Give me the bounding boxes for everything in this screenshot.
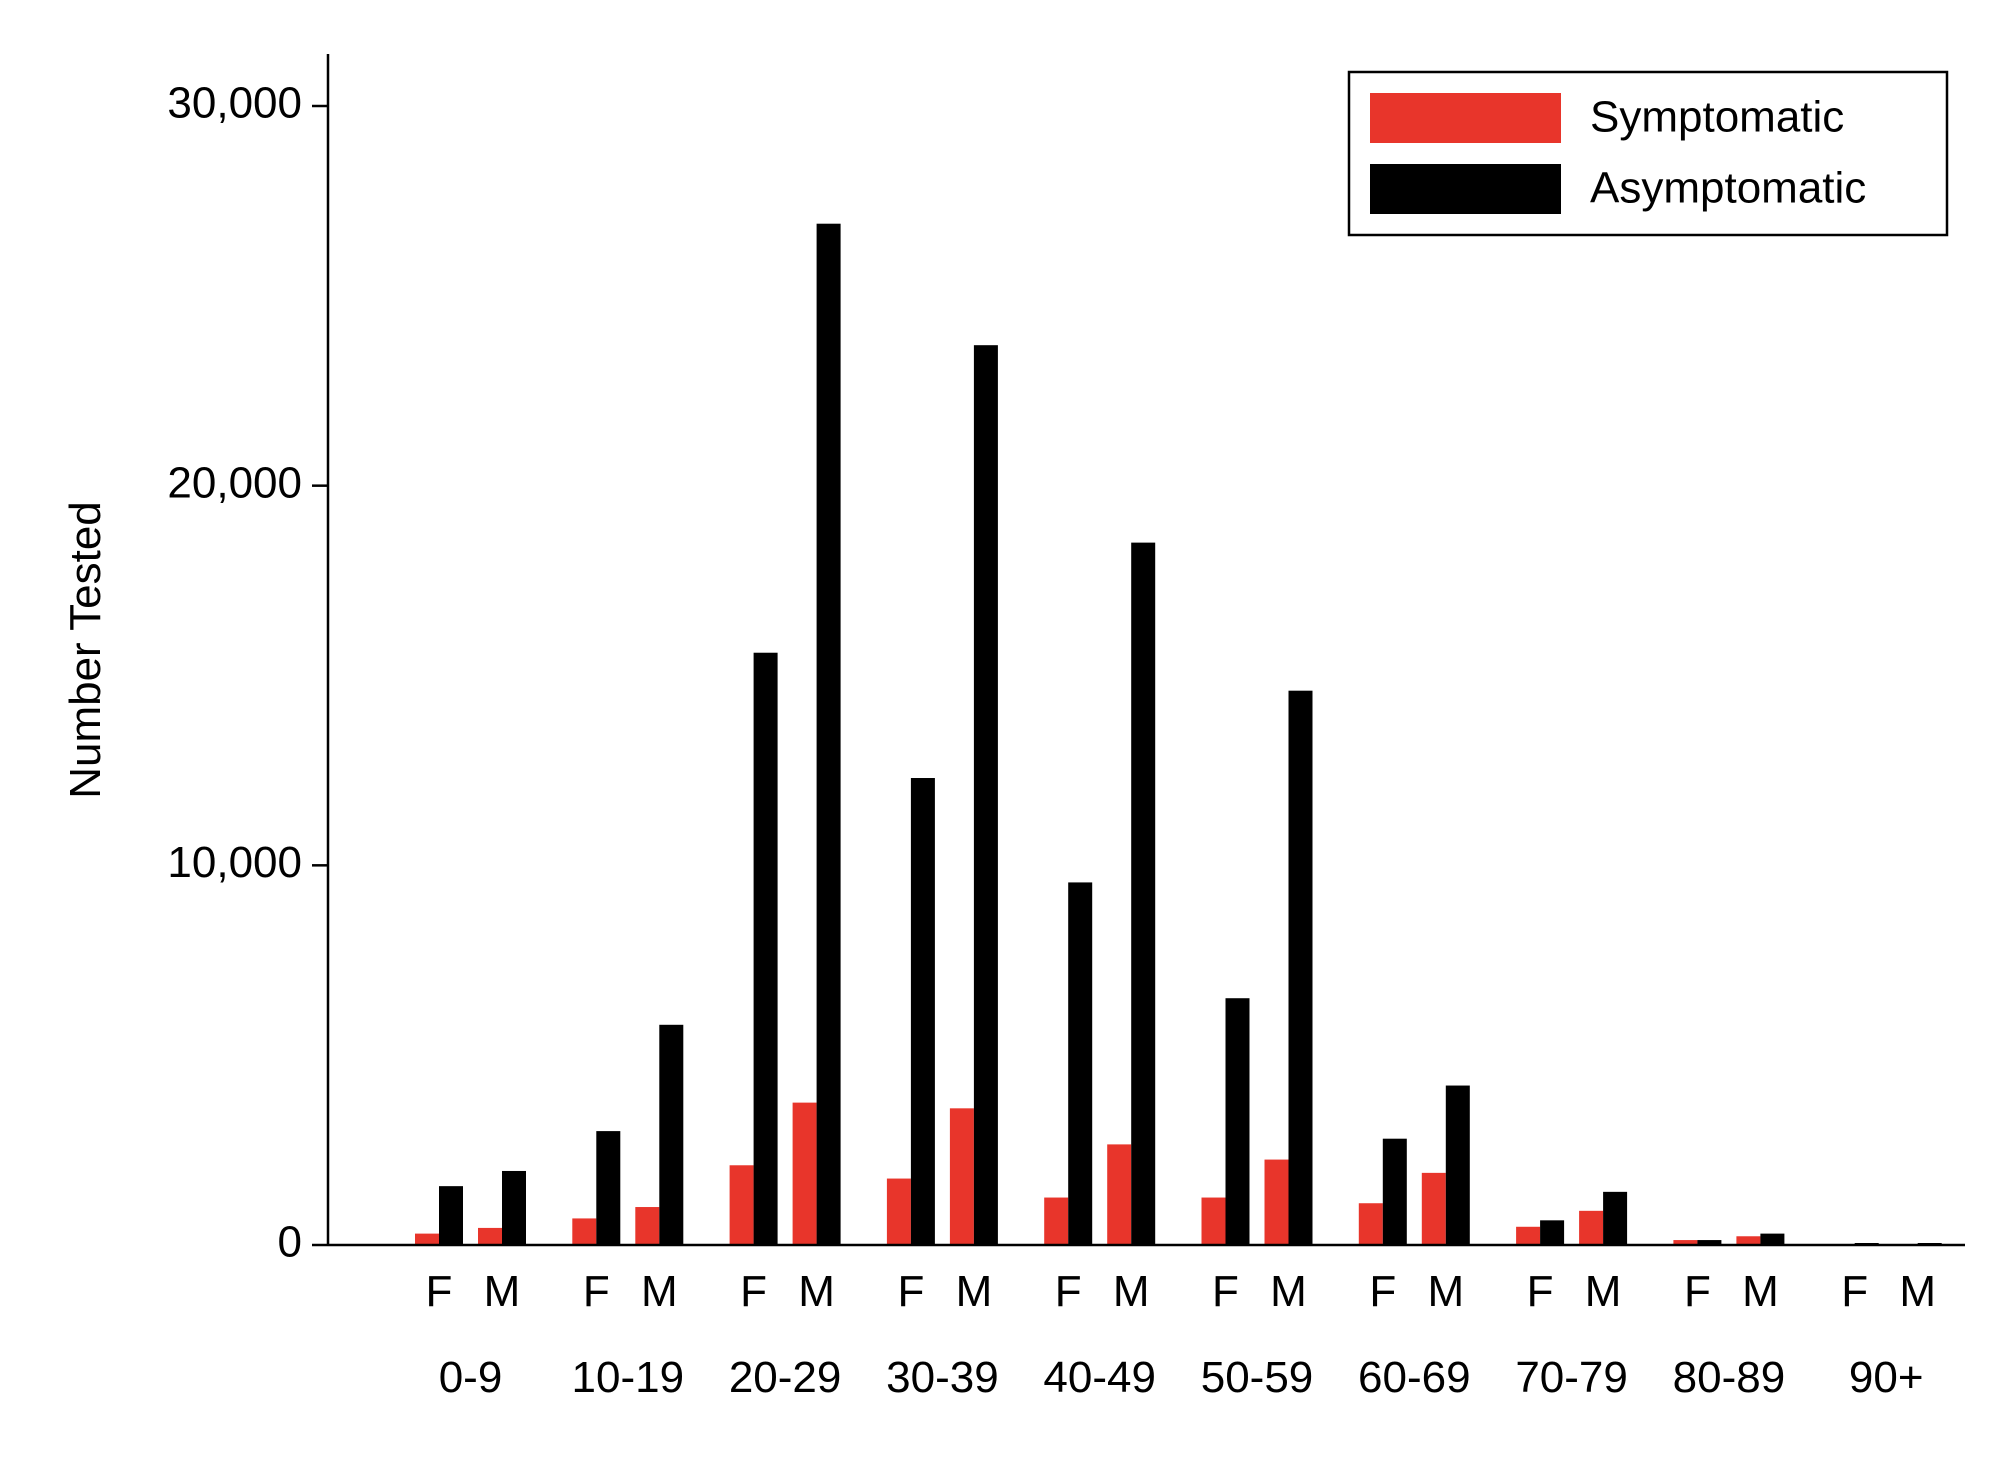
x-age-group-label: 0-9 [439, 1353, 503, 1402]
x-sex-label: F [426, 1267, 453, 1316]
bar-asymptomatic [910, 778, 935, 1245]
y-tick-label: 30,000 [167, 79, 302, 128]
x-sex-label: M [956, 1267, 993, 1316]
bar-symptomatic [1358, 1203, 1383, 1245]
legend-swatch-symptomatic [1370, 93, 1561, 143]
x-sex-label: M [1899, 1267, 1936, 1316]
bar-asymptomatic [439, 1186, 463, 1245]
bar-symptomatic [792, 1102, 817, 1245]
bar-symptomatic [886, 1178, 911, 1245]
bar-symptomatic [1201, 1197, 1226, 1245]
x-sex-label: M [641, 1267, 678, 1316]
y-ticks-group: 0 10,000 20,000 30,000 [167, 79, 328, 1267]
bar-asymptomatic [1603, 1191, 1628, 1245]
y-axis-label: Number Tested [61, 501, 110, 799]
x-age-group-label: 50-59 [1201, 1353, 1314, 1402]
bar-asymptomatic [1288, 690, 1313, 1245]
bars-group [415, 223, 1942, 1246]
x-sex-label: M [1427, 1267, 1464, 1316]
x-sex-label: F [1527, 1267, 1554, 1316]
bar-asymptomatic [1760, 1233, 1785, 1245]
x-age-group-label: 80-89 [1673, 1353, 1786, 1402]
bar-symptomatic [1736, 1236, 1761, 1245]
bar-asymptomatic [1131, 542, 1156, 1245]
bar-symptomatic [1264, 1159, 1289, 1245]
x-age-group-label: 70-79 [1515, 1353, 1628, 1402]
x-age-group-label: 60-69 [1358, 1353, 1471, 1402]
y-tick-label: 0 [278, 1218, 302, 1267]
bar-symptomatic [1107, 1144, 1132, 1245]
x-sex-label: F [1684, 1267, 1711, 1316]
bar-asymptomatic [1068, 882, 1093, 1245]
x-sex-label: M [1742, 1267, 1779, 1316]
bar-symptomatic [1516, 1226, 1541, 1245]
bar-symptomatic [415, 1233, 439, 1245]
x-sex-label: M [1585, 1267, 1622, 1316]
x-sex-label: F [740, 1267, 767, 1316]
legend-swatch-asymptomatic [1370, 164, 1561, 214]
legend-label: Asymptomatic [1590, 164, 1866, 213]
x-sex-label: F [1055, 1267, 1082, 1316]
bar-symptomatic [949, 1108, 974, 1245]
x-age-group-label: 90+ [1849, 1353, 1924, 1402]
x-sex-label: F [1841, 1267, 1868, 1316]
bar-symptomatic [1044, 1197, 1069, 1245]
x-age-group-label: 20-29 [729, 1353, 842, 1402]
legend-label: Symptomatic [1590, 93, 1844, 142]
x-sex-label: M [1270, 1267, 1307, 1316]
x-sex-label: M [798, 1267, 835, 1316]
bar-asymptomatic [816, 223, 841, 1246]
bar-asymptomatic [1540, 1220, 1565, 1245]
x-sex-label: M [1113, 1267, 1150, 1316]
x-sex-label: F [897, 1267, 924, 1316]
bar-asymptomatic [596, 1131, 621, 1245]
bar-asymptomatic [502, 1170, 526, 1245]
y-tick-label: 20,000 [167, 458, 302, 507]
x-sex-label: F [1369, 1267, 1396, 1316]
bar-asymptomatic [1445, 1085, 1470, 1245]
bar-asymptomatic [973, 345, 998, 1245]
bar-symptomatic [729, 1165, 754, 1245]
bar-asymptomatic [1697, 1240, 1722, 1245]
bar-symptomatic [572, 1218, 597, 1245]
bar-asymptomatic [659, 1024, 684, 1245]
x-age-group-label: 40-49 [1043, 1353, 1156, 1402]
x-labels-group: F M0-9F M10-19F M20-29F M30-39F M40-49F M50-59… [426, 1267, 1936, 1402]
bar-symptomatic [478, 1227, 502, 1245]
x-sex-label: M [484, 1267, 521, 1316]
legend: Symptomatic Asymptomatic [1347, 70, 1949, 237]
x-sex-label: F [583, 1267, 610, 1316]
bar-asymptomatic [1225, 998, 1250, 1245]
x-age-group-label: 10-19 [572, 1353, 685, 1402]
bar-symptomatic [1579, 1210, 1604, 1245]
x-sex-label: F [1212, 1267, 1239, 1316]
bar-symptomatic [1673, 1240, 1698, 1245]
axes-group [326, 54, 1965, 1247]
bar-asymptomatic [753, 652, 778, 1245]
bar-asymptomatic [1382, 1138, 1407, 1245]
x-age-group-label: 30-39 [886, 1353, 999, 1402]
bar-symptomatic [635, 1207, 660, 1245]
y-tick-label: 10,000 [167, 838, 302, 887]
bar-symptomatic [1421, 1172, 1446, 1245]
